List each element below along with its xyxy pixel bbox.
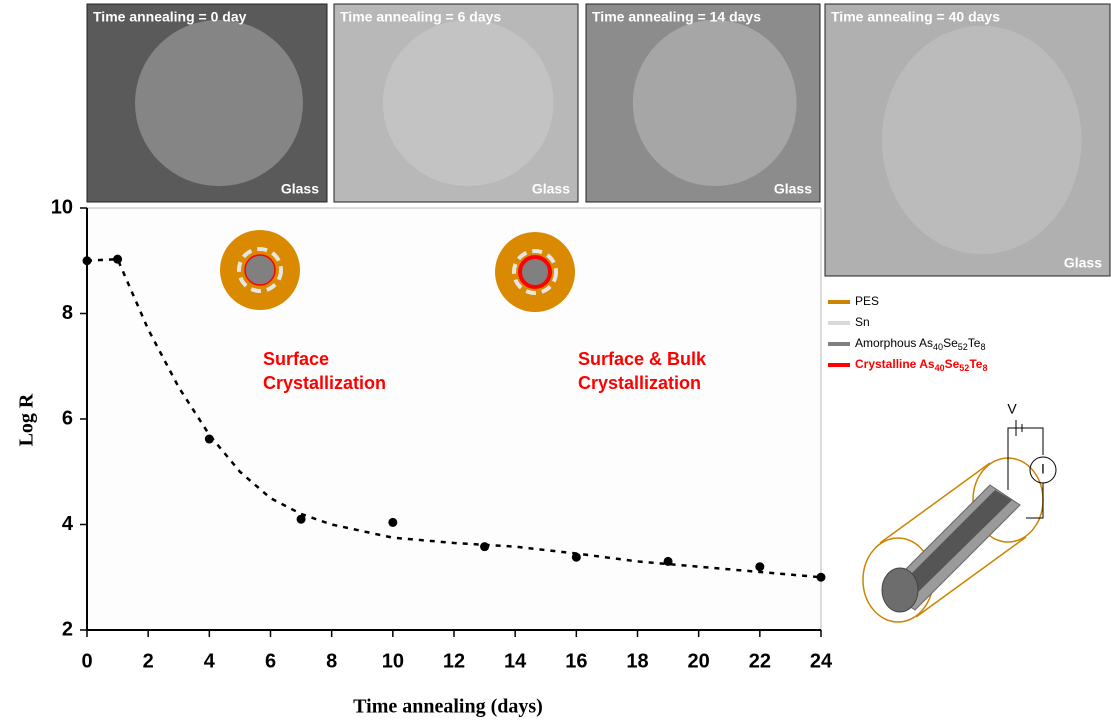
y-tick-label: 6	[62, 407, 73, 429]
x-tick-label: 8	[326, 650, 337, 672]
image-feature	[633, 20, 797, 186]
legend-label-part: 52	[958, 342, 968, 352]
x-tick-label: 0	[81, 650, 92, 672]
x-tick-label: 4	[204, 650, 216, 672]
sem-image: Time annealing = 40 days Glass	[825, 4, 1110, 276]
data-point	[480, 542, 489, 551]
data-point	[817, 573, 826, 582]
x-tick-label: 22	[749, 650, 771, 672]
legend-label-part: Amorphous As	[855, 336, 933, 350]
legend-label-part: Sn	[855, 315, 870, 329]
x-axis-title: Time annealing (days)	[353, 696, 543, 718]
x-tick-label: 16	[565, 650, 587, 672]
sem-image: Time annealing = 0 day Glass	[87, 4, 327, 202]
legend-label: Sn	[855, 315, 870, 329]
circuit-sketch	[863, 420, 1056, 622]
data-point	[113, 255, 122, 264]
legend-label: Amorphous As40Se52Te8	[855, 336, 985, 352]
legend-label-part: 8	[980, 342, 985, 352]
data-point	[83, 256, 92, 265]
image-title: Time annealing = 6 days	[340, 9, 501, 25]
annotation: Crystallization	[263, 373, 386, 393]
image-title: Time annealing = 0 day	[93, 9, 247, 25]
x-tick-label: 18	[626, 650, 648, 672]
x-tick-label: 6	[265, 650, 276, 672]
y-tick-label: 10	[51, 196, 73, 218]
section-icon	[220, 230, 300, 310]
section-icon	[495, 232, 575, 312]
figure: Time annealing (days) Log R V I 02468101…	[0, 0, 1111, 727]
image-substrate: Glass	[281, 181, 319, 197]
x-tick-label: 10	[382, 650, 404, 672]
annotation: Surface & Bulk	[578, 349, 707, 369]
image-substrate: Glass	[1064, 255, 1102, 271]
y-axis-title: Log R	[16, 393, 38, 446]
x-tick-label: 2	[143, 650, 154, 672]
data-point	[388, 518, 397, 527]
data-point	[297, 515, 306, 524]
x-tick-label: 12	[443, 650, 465, 672]
legend-label-part: 52	[959, 363, 969, 373]
y-tick-label: 8	[62, 302, 73, 324]
image-title: Time annealing = 40 days	[831, 9, 1000, 25]
sem-image: Time annealing = 6 days Glass	[334, 4, 578, 202]
legend-label-part: Se	[943, 336, 958, 350]
image-substrate: Glass	[774, 181, 812, 197]
legend-label-part: Te	[968, 336, 981, 350]
legend-label-part: 40	[933, 342, 943, 352]
plot-area	[87, 208, 821, 630]
current-label: I	[1041, 461, 1045, 477]
sem-image: Time annealing = 14 days Glass	[586, 4, 820, 202]
legend-label-part: 8	[982, 363, 987, 373]
legend-label-part: 40	[935, 363, 945, 373]
image-substrate: Glass	[532, 181, 570, 197]
annotation: Crystallization	[578, 373, 701, 393]
image-feature	[383, 20, 554, 186]
image-feature	[882, 26, 1082, 254]
y-tick-label: 4	[62, 513, 74, 535]
legend-label-part: Se	[945, 357, 960, 371]
data-point	[205, 435, 214, 444]
image-title: Time annealing = 14 days	[592, 9, 761, 25]
legend-label: PES	[855, 294, 879, 308]
legend-label-part: Te	[969, 357, 982, 371]
x-tick-label: 20	[688, 650, 710, 672]
legend-label-part: PES	[855, 294, 879, 308]
data-point	[664, 557, 673, 566]
x-tick-label: 24	[810, 650, 833, 672]
y-tick-label: 2	[62, 618, 73, 640]
x-tick-label: 14	[504, 650, 527, 672]
legend-label: Crystalline As40Se52Te8	[855, 357, 987, 373]
data-point	[755, 562, 764, 571]
image-feature	[135, 20, 303, 186]
legend-label-part: Crystalline As	[855, 357, 935, 371]
annotation: Surface	[263, 349, 329, 369]
voltage-label: V	[1007, 401, 1017, 417]
data-point	[572, 553, 581, 562]
